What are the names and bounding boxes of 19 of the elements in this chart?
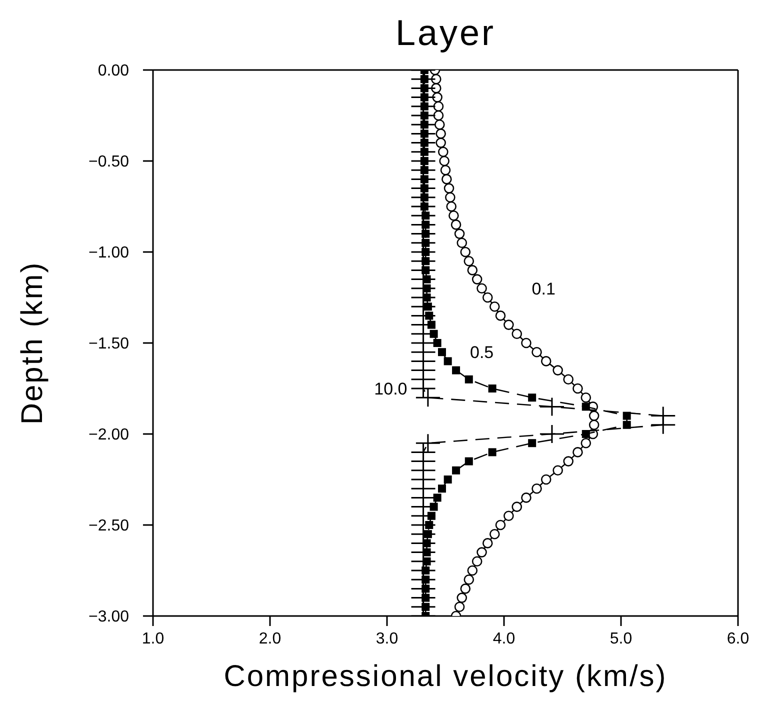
y-tick-label: −1.50	[88, 336, 130, 353]
x-tick-label: 6.0	[726, 630, 750, 648]
y-tick-label: −2.50	[88, 518, 130, 535]
chart-title: Layer	[394, 12, 497, 54]
x-tick-label: 4.0	[492, 630, 516, 648]
x-tick-label: 2.0	[258, 630, 282, 648]
x-tick-label: 3.0	[376, 630, 398, 648]
x-tick-label: 5.0	[610, 630, 632, 648]
y-tick-label: −3.00	[88, 608, 130, 626]
series-label: 10.0	[374, 380, 408, 398]
y-tick-label: −1.00	[88, 244, 130, 262]
y-tick-label: −0.50	[88, 154, 130, 171]
series-label: 0.5	[470, 343, 494, 362]
x-tick-label: 1.0	[142, 630, 164, 648]
x-axis-title: Compressional velocity (km/s)	[224, 660, 668, 693]
series-label: 0.1	[532, 279, 556, 298]
y-tick-label: 0.00	[98, 62, 130, 80]
y-tick-label: −2.00	[88, 426, 130, 444]
y-axis-title: Depth (km)	[16, 261, 49, 425]
